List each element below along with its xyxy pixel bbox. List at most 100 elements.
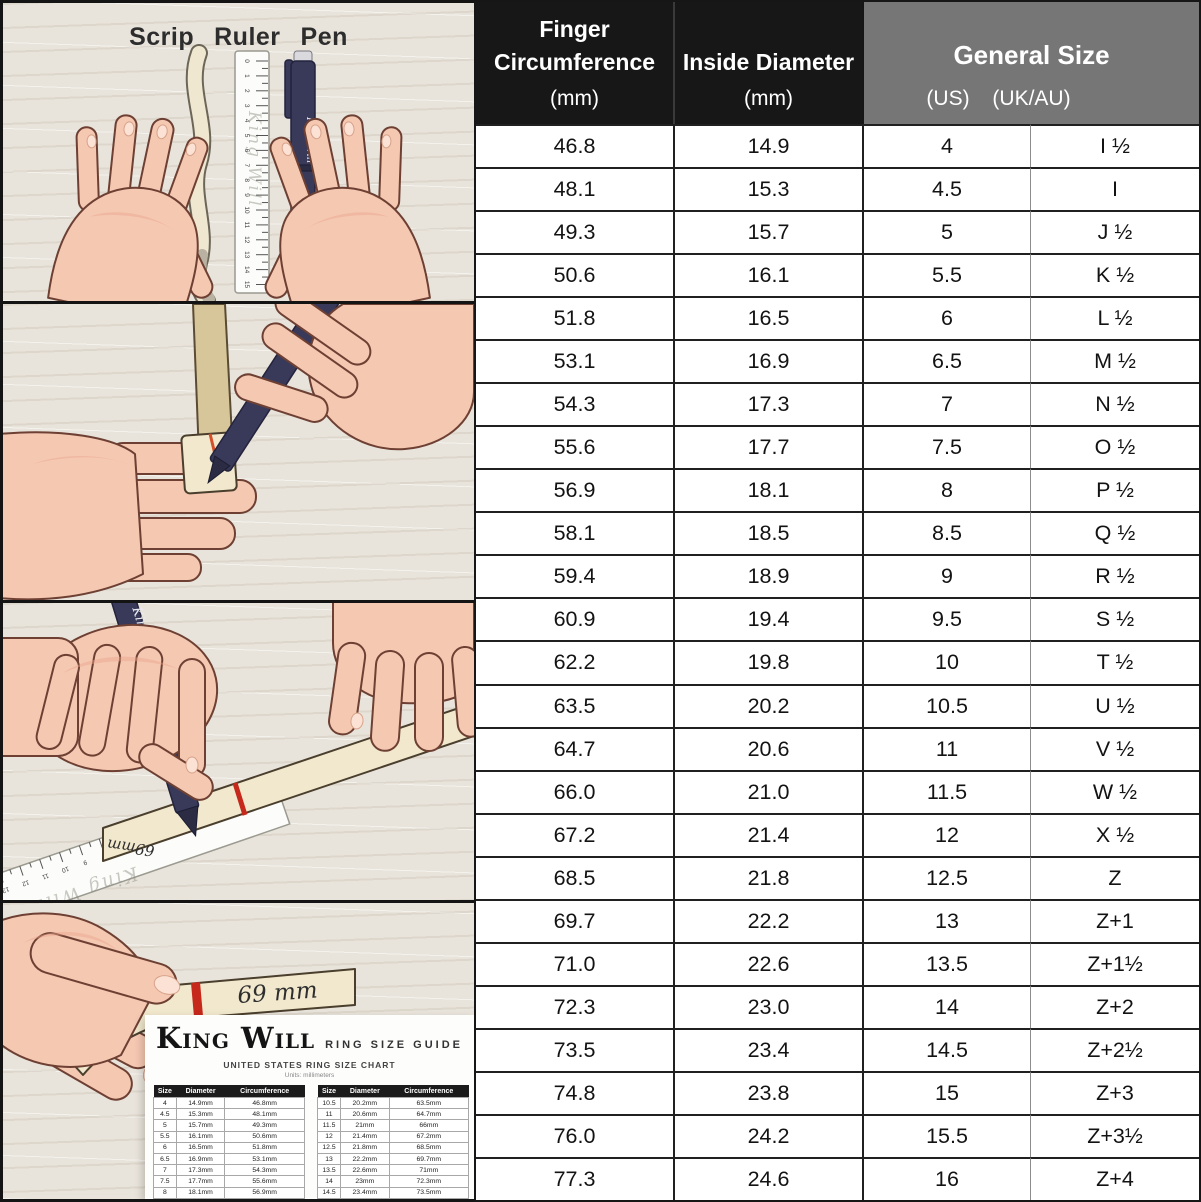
- cell-ukau: Z+3: [1030, 1070, 1199, 1114]
- cell-us: 11.5: [862, 769, 1030, 813]
- svg-text:15: 15: [243, 281, 250, 289]
- mini-row: 4 14.9mm 46.8mm: [153, 1096, 305, 1110]
- mini-row: 14.5 23.4mm 73.5mm: [316, 1186, 470, 1199]
- cell-us: 13.5: [862, 941, 1030, 985]
- cell-diameter: 18.5: [673, 511, 862, 555]
- cell-us: 11: [862, 726, 1030, 770]
- mini-row: 7.5 17.7mm 55.6mm: [153, 1175, 305, 1188]
- cell-diameter: 24.2: [673, 1113, 862, 1157]
- mini-col-header: Diameter: [340, 1085, 390, 1098]
- mini-row: 11.5 21mm 66mm: [316, 1119, 470, 1132]
- cell-ukau: S ½: [1030, 597, 1199, 641]
- header-circumference: Circumference: [493, 49, 656, 75]
- cell-ukau: M ½: [1030, 339, 1199, 383]
- svg-text:8: 8: [243, 178, 250, 182]
- mini-row: 1523.8mm74.8mm: [316, 1197, 470, 1199]
- label-ruler: Ruler: [214, 23, 281, 51]
- mini-col-header: Circumference: [224, 1085, 305, 1098]
- cell-us: 12.5: [862, 855, 1030, 899]
- cell-ukau: I ½: [1030, 124, 1199, 168]
- mini-col-header: Size: [317, 1085, 341, 1098]
- cell-us: 8.5: [862, 511, 1030, 555]
- svg-text:9: 9: [243, 193, 250, 197]
- svg-text:12: 12: [21, 878, 30, 887]
- mini-row: 14 23mm 72.3mm: [316, 1175, 470, 1188]
- cell-diameter: 19.8: [673, 640, 862, 684]
- cell-diameter: 17.7: [673, 425, 862, 469]
- cell-ukau: Q ½: [1030, 511, 1199, 555]
- svg-text:13: 13: [243, 251, 250, 259]
- cell-diameter: 17.3: [673, 382, 862, 426]
- cell-diameter: 21.0: [673, 769, 862, 813]
- cell-us: 15.5: [862, 1113, 1030, 1157]
- cell-ukau: P ½: [1030, 468, 1199, 512]
- mini-row: 5 15.7mm 49.3mm: [153, 1119, 305, 1132]
- mini-row: 5.5 16.1mm 50.6mm: [153, 1130, 305, 1143]
- header-finger: Finger: [539, 16, 610, 42]
- cell-diameter: 16.5: [673, 296, 862, 340]
- cell-ukau: Z+1: [1030, 898, 1199, 942]
- cell-circumference: 51.8: [476, 296, 673, 339]
- cell-circumference: 63.5: [476, 683, 673, 727]
- cell-diameter: 21.8: [673, 855, 862, 899]
- header-us-label: (US): [926, 87, 970, 110]
- svg-text:12: 12: [243, 236, 250, 244]
- svg-text:6: 6: [243, 149, 250, 153]
- units-note: Units: millimeters: [284, 1072, 335, 1079]
- cell-circumference: 77.3: [476, 1156, 673, 1200]
- cell-circumference: 48.1: [476, 167, 673, 210]
- cell-us: 14: [862, 984, 1030, 1028]
- cell-us: 4.5: [862, 167, 1030, 211]
- cell-circumference: 76.0: [476, 1113, 673, 1157]
- svg-text:7: 7: [243, 163, 250, 167]
- right-hand: [234, 304, 474, 451]
- tool-labels: Scrip Ruler Pen: [3, 23, 474, 52]
- cell-diameter: 18.9: [673, 554, 862, 598]
- cell-diameter: 24.6: [673, 1156, 862, 1200]
- cell-circumference: 54.3: [476, 382, 673, 425]
- cell-us: 6.5: [862, 339, 1030, 383]
- cell-circumference: 72.3: [476, 984, 673, 1028]
- cell-ukau: N ½: [1030, 382, 1199, 426]
- cell-us: 10: [862, 640, 1030, 684]
- label-scrip: Scrip: [129, 23, 195, 51]
- cell-diameter: 18.1: [673, 468, 862, 512]
- cell-diameter: 14.9: [673, 124, 862, 168]
- mini-row: 6.5 16.9mm 53.1mm: [153, 1152, 305, 1166]
- label-pen: Pen: [300, 23, 348, 51]
- cell-ukau: Z+2: [1030, 984, 1199, 1028]
- cell-diameter: 15.3: [673, 167, 862, 211]
- cell-us: 10.5: [862, 683, 1030, 727]
- cell-us: 8: [862, 468, 1030, 512]
- mini-table-right: Size Diameter Circumference 10.5 20.2mm 63.5m…: [316, 1085, 470, 1199]
- ring-table-body: 46.8 14.9 4 I ½ 48.1 15.3 4.5 I 49.3 15.7 5 J ½ 50.6…: [476, 124, 1199, 1200]
- cell-diameter: 20.6: [673, 726, 862, 770]
- red-mark: [191, 982, 203, 1017]
- mini-col-header: Diameter: [176, 1085, 225, 1098]
- cell-circumference: 46.8: [476, 124, 673, 167]
- strip-measurement-text: 69 mm: [237, 977, 319, 1009]
- table-header: Finger Circumference (mm) Inside Diamete…: [476, 2, 1199, 124]
- cell-us: 12: [862, 812, 1030, 856]
- cell-circumference: 56.9: [476, 468, 673, 511]
- cell-diameter: 23.4: [673, 1027, 862, 1071]
- svg-text:10: 10: [60, 865, 69, 874]
- cell-us: 6: [862, 296, 1030, 340]
- cell-circumference: 49.3: [476, 210, 673, 253]
- cell-us: 7.5: [862, 425, 1030, 469]
- panel-result: 69 mm King Will RING SIZE GUIDE UNITED S…: [3, 903, 474, 1199]
- svg-text:4: 4: [243, 119, 250, 123]
- cell-diameter: 22.6: [673, 941, 862, 985]
- mini-row: 13 22.2mm 69.7mm: [316, 1152, 470, 1166]
- cell-circumference: 58.1: [476, 511, 673, 554]
- cell-diameter: 20.2: [673, 683, 862, 727]
- cell-circumference: 60.9: [476, 597, 673, 640]
- cell-ukau: Z+1½: [1030, 941, 1199, 985]
- cell-ukau: T ½: [1030, 640, 1199, 684]
- cell-ukau: O ½: [1030, 425, 1199, 469]
- paper-strip: 69 mm: [62, 968, 356, 1076]
- mini-table-left: Size Diameter Circumference 4 14.9mm 46.8mm 4.…: [153, 1085, 305, 1199]
- cell-ukau: I: [1030, 167, 1199, 211]
